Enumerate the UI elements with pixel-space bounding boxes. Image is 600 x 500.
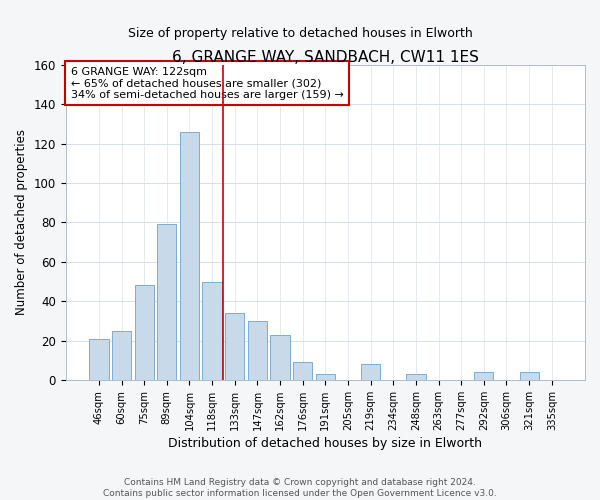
Title: 6, GRANGE WAY, SANDBACH, CW11 1ES: 6, GRANGE WAY, SANDBACH, CW11 1ES	[172, 50, 479, 65]
Bar	[361, 364, 380, 380]
Bar	[180, 132, 199, 380]
Bar	[134, 286, 154, 380]
Bar	[293, 362, 313, 380]
Bar	[248, 321, 267, 380]
Bar	[406, 374, 425, 380]
Bar	[271, 334, 290, 380]
Bar	[316, 374, 335, 380]
Bar	[89, 338, 109, 380]
Bar	[157, 224, 176, 380]
Text: Contains HM Land Registry data © Crown copyright and database right 2024.
Contai: Contains HM Land Registry data © Crown c…	[103, 478, 497, 498]
Bar	[474, 372, 493, 380]
X-axis label: Distribution of detached houses by size in Elworth: Distribution of detached houses by size …	[169, 437, 482, 450]
Text: Size of property relative to detached houses in Elworth: Size of property relative to detached ho…	[128, 28, 472, 40]
Text: 6 GRANGE WAY: 122sqm
← 65% of detached houses are smaller (302)
34% of semi-deta: 6 GRANGE WAY: 122sqm ← 65% of detached h…	[71, 66, 344, 100]
Bar	[112, 330, 131, 380]
Bar	[520, 372, 539, 380]
Bar	[202, 282, 222, 380]
Y-axis label: Number of detached properties: Number of detached properties	[15, 130, 28, 316]
Bar	[225, 313, 244, 380]
